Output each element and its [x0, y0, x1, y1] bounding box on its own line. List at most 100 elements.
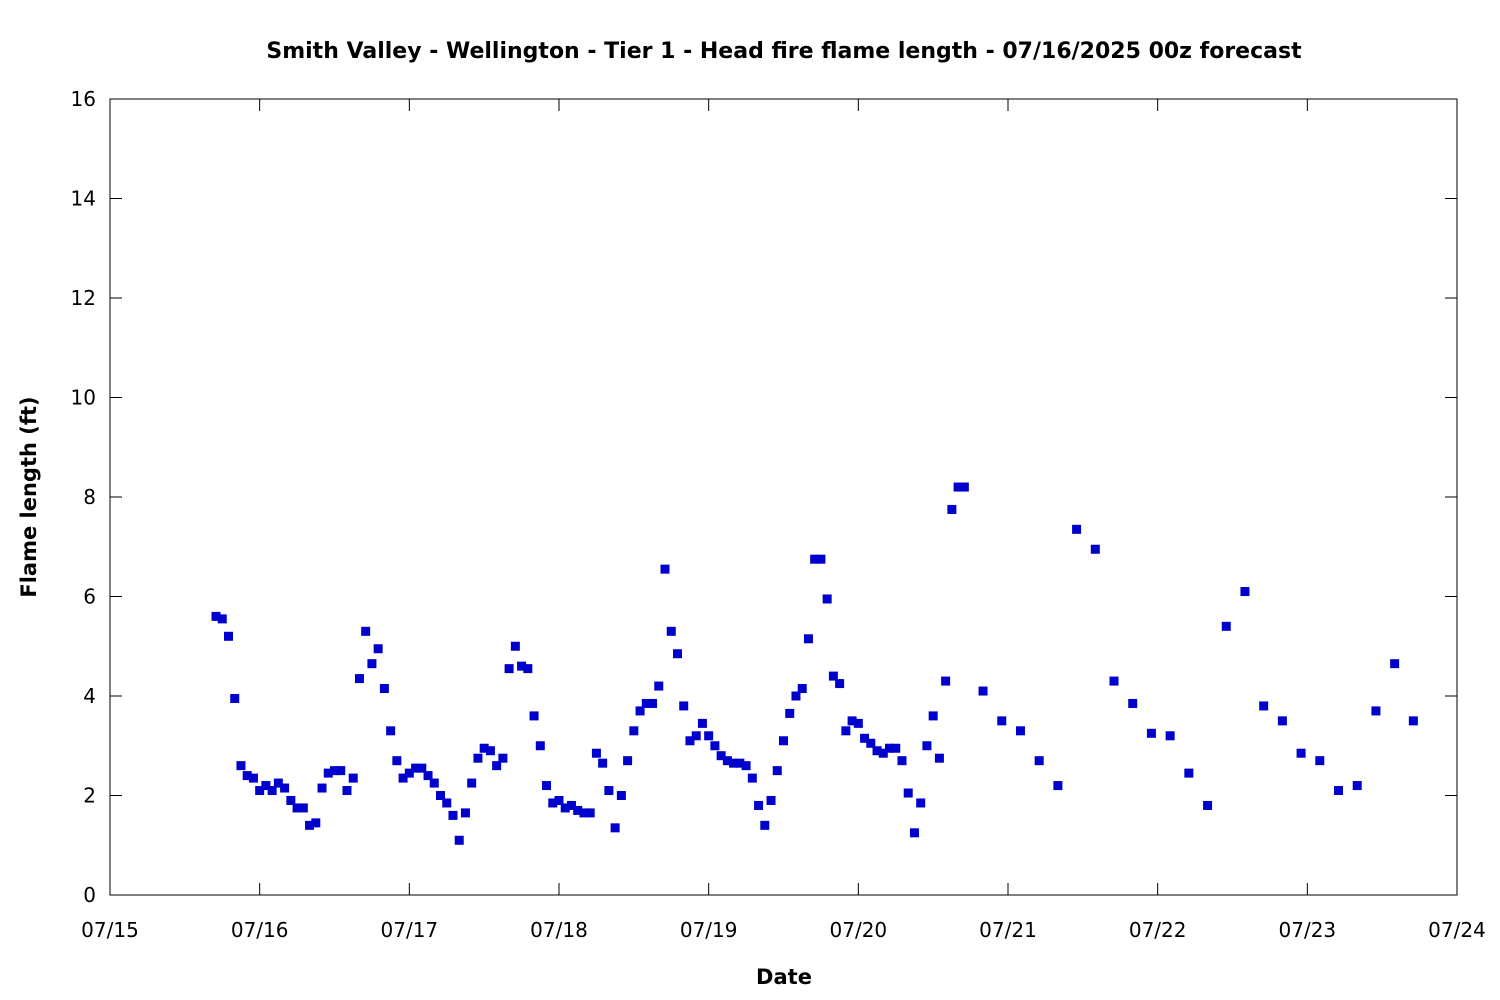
- data-point: [585, 808, 595, 818]
- data-point: [623, 756, 633, 766]
- data-point: [492, 761, 502, 771]
- x-axis-label: Date: [756, 965, 812, 989]
- data-point: [330, 766, 339, 776]
- x-tick-label: 07/19: [680, 918, 738, 942]
- data-point: [828, 671, 838, 681]
- data-points: [211, 482, 1418, 845]
- data-point: [747, 773, 757, 783]
- y-tick-label: 6: [83, 585, 96, 609]
- data-point: [803, 634, 813, 644]
- data-point: [223, 631, 233, 641]
- data-point: [735, 758, 745, 768]
- y-tick-label: 16: [71, 87, 96, 111]
- data-point: [903, 788, 913, 798]
- data-point: [685, 736, 695, 746]
- data-point: [436, 791, 446, 800]
- data-point: [442, 798, 452, 808]
- data-point: [305, 820, 315, 830]
- data-point: [367, 659, 377, 669]
- data-point: [760, 820, 770, 830]
- data-point: [754, 800, 764, 810]
- data-point: [473, 753, 483, 763]
- data-point: [1053, 781, 1063, 791]
- data-point: [853, 718, 863, 728]
- data-point: [959, 482, 969, 492]
- data-point: [934, 753, 944, 763]
- data-point: [298, 803, 308, 813]
- data-point: [1221, 621, 1231, 631]
- x-tick-label: 07/17: [381, 918, 439, 942]
- data-point: [810, 554, 820, 564]
- data-point: [286, 795, 296, 805]
- data-point: [947, 504, 957, 514]
- data-point: [841, 726, 851, 736]
- data-point: [429, 778, 439, 788]
- data-point: [379, 684, 389, 694]
- data-point: [766, 795, 776, 805]
- data-point: [485, 746, 495, 756]
- data-point: [909, 828, 919, 838]
- data-point: [672, 649, 682, 659]
- x-tick-label: 07/22: [1129, 918, 1187, 942]
- data-point: [1352, 781, 1362, 791]
- data-point: [941, 676, 951, 686]
- data-point: [1128, 698, 1138, 708]
- data-point: [523, 664, 533, 674]
- data-point: [342, 786, 352, 796]
- data-point: [255, 786, 265, 796]
- data-point: [280, 783, 290, 793]
- data-point: [542, 781, 552, 791]
- data-point: [404, 768, 414, 778]
- data-point: [660, 564, 670, 574]
- data-point: [772, 766, 782, 776]
- data-point: [211, 611, 221, 621]
- data-point: [835, 679, 845, 689]
- data-point: [361, 626, 371, 636]
- data-point: [847, 716, 857, 726]
- data-point: [1146, 728, 1156, 738]
- data-point: [704, 731, 714, 741]
- data-point: [716, 751, 726, 761]
- data-point: [816, 554, 826, 564]
- data-point: [348, 773, 358, 783]
- data-point: [616, 791, 626, 800]
- data-point: [1109, 676, 1119, 686]
- data-point: [654, 681, 664, 691]
- data-point: [517, 661, 527, 671]
- data-point: [1371, 706, 1381, 716]
- data-point: [448, 810, 458, 820]
- data-point: [1315, 756, 1325, 766]
- data-point: [722, 756, 732, 766]
- data-point: [1240, 587, 1250, 597]
- data-point: [953, 482, 963, 492]
- data-point: [554, 795, 564, 805]
- data-point: [1090, 544, 1100, 554]
- data-point: [779, 736, 788, 746]
- data-point: [1165, 731, 1175, 741]
- data-point: [922, 741, 932, 751]
- x-tick-label: 07/23: [1279, 918, 1337, 942]
- data-point: [860, 733, 870, 743]
- data-point: [1277, 716, 1287, 726]
- data-point: [248, 773, 258, 783]
- y-tick-label: 10: [71, 386, 96, 410]
- data-point: [591, 748, 601, 758]
- chart-title: Smith Valley - Wellington - Tier 1 - Hea…: [266, 39, 1302, 64]
- data-point: [610, 823, 620, 833]
- data-point: [510, 641, 520, 651]
- data-point: [648, 698, 658, 708]
- data-point: [317, 783, 327, 793]
- data-point: [529, 711, 539, 721]
- data-point: [928, 711, 938, 721]
- data-point: [897, 756, 907, 766]
- data-point: [236, 761, 246, 771]
- data-point: [398, 773, 408, 783]
- data-point: [1408, 716, 1418, 726]
- data-point: [336, 766, 346, 776]
- data-point: [392, 756, 402, 766]
- data-point: [791, 691, 801, 701]
- data-point: [797, 684, 807, 694]
- y-axis-label: Flame length (ft): [17, 396, 41, 597]
- data-point: [691, 731, 701, 741]
- data-point: [891, 743, 901, 753]
